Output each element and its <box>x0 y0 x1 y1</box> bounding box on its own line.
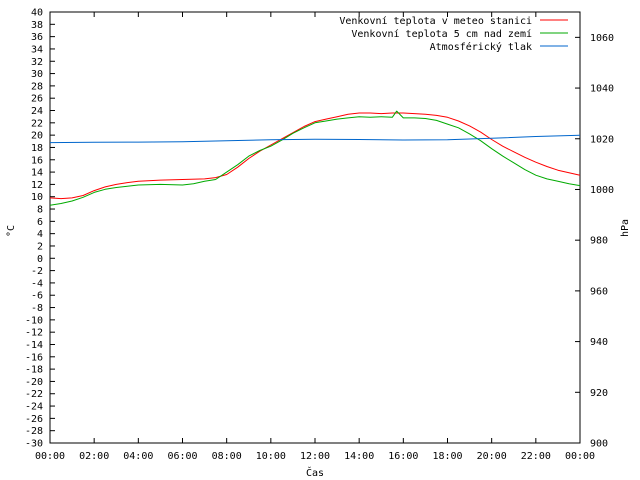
y2-tick-label: 960 <box>590 286 608 297</box>
y-tick-label: 32 <box>31 57 43 68</box>
y-tick-label: 34 <box>31 44 43 55</box>
series-line-2 <box>49 134 581 144</box>
y-tick-label: 38 <box>31 20 43 31</box>
y-tick-label: -14 <box>25 340 43 351</box>
y-tick-label: 6 <box>37 217 43 228</box>
y-tick-label: -10 <box>25 315 43 326</box>
y-tick-label: 28 <box>31 81 43 92</box>
y-tick-label: -28 <box>25 426 43 437</box>
y-tick-label: -26 <box>25 414 43 425</box>
y-tick-label: -2 <box>31 266 43 277</box>
y-tick-label: -6 <box>31 291 43 302</box>
y-tick-label: -30 <box>25 439 43 450</box>
y-tick-label: 30 <box>31 69 43 80</box>
x-tick-label: 04:00 <box>123 451 153 462</box>
y-tick-label: 22 <box>31 118 43 129</box>
x-tick-label: 12:00 <box>300 451 330 462</box>
x-tick-label: 02:00 <box>79 451 109 462</box>
x-tick-label: 22:00 <box>521 451 551 462</box>
x-tick-label: 18:00 <box>432 451 462 462</box>
series-layer <box>49 110 581 206</box>
y-tick-label: 24 <box>31 106 43 117</box>
y-tick-label: -12 <box>25 328 43 339</box>
y-tick-label: 18 <box>31 143 43 154</box>
y-tick-label: -16 <box>25 352 43 363</box>
y2-tick-label: 940 <box>590 337 608 348</box>
y2-tick-label: 900 <box>590 439 608 450</box>
y-tick-label: 16 <box>31 155 43 166</box>
y-tick-label: -24 <box>25 402 43 413</box>
y-tick-label: -8 <box>31 303 43 314</box>
y2-tick-label: 980 <box>590 236 608 247</box>
y-tick-label: 0 <box>37 254 43 265</box>
x-tick-label: 06:00 <box>167 451 197 462</box>
series-line-0 <box>49 112 581 200</box>
y-tick-label: 36 <box>31 32 43 43</box>
x-tick-label: 00:00 <box>565 451 595 462</box>
x-tick-label: 08:00 <box>212 451 242 462</box>
ticks-layer: -30-28-26-24-22-20-18-16-14-12-10-8-6-4-… <box>25 8 614 463</box>
y2-axis-title: hPa <box>620 219 631 237</box>
legend-label-1: Venkovní teplota 5 cm nad zemí <box>351 28 532 40</box>
legend-label-2: Atmosférický tlak <box>430 41 532 53</box>
y-tick-label: -20 <box>25 377 43 388</box>
y2-tick-label: 1040 <box>590 84 614 95</box>
x-tick-label: 14:00 <box>344 451 374 462</box>
y-tick-label: 10 <box>31 192 43 203</box>
x-tick-label: 00:00 <box>35 451 65 462</box>
y-tick-label: 14 <box>31 168 43 179</box>
plot-frame <box>49 11 581 444</box>
series-line-1 <box>49 110 581 206</box>
legend-label-0: Venkovní teplota v meteo stanici <box>339 15 532 27</box>
y-tick-label: 20 <box>31 131 43 142</box>
y-axis-title: °C <box>6 225 17 237</box>
legend: Venkovní teplota v meteo stanici Venkovn… <box>339 15 568 53</box>
x-tick-label: 10:00 <box>256 451 286 462</box>
y-tick-label: 40 <box>31 8 43 19</box>
y2-tick-label: 920 <box>590 388 608 399</box>
y2-tick-label: 1060 <box>590 33 614 44</box>
y-tick-label: 26 <box>31 94 43 105</box>
y-tick-label: 8 <box>37 205 43 216</box>
y2-tick-label: 1000 <box>590 185 614 196</box>
y-tick-label: 4 <box>37 229 43 240</box>
x-tick-label: 20:00 <box>477 451 507 462</box>
y-tick-label: -18 <box>25 365 43 376</box>
y-tick-label: 12 <box>31 180 43 191</box>
x-axis-title: Čas <box>306 466 324 479</box>
y2-tick-label: 1020 <box>590 134 614 145</box>
y-tick-label: -4 <box>31 278 43 289</box>
y-tick-label: -22 <box>25 389 43 400</box>
x-tick-label: 16:00 <box>388 451 418 462</box>
y-tick-label: 2 <box>37 241 43 252</box>
